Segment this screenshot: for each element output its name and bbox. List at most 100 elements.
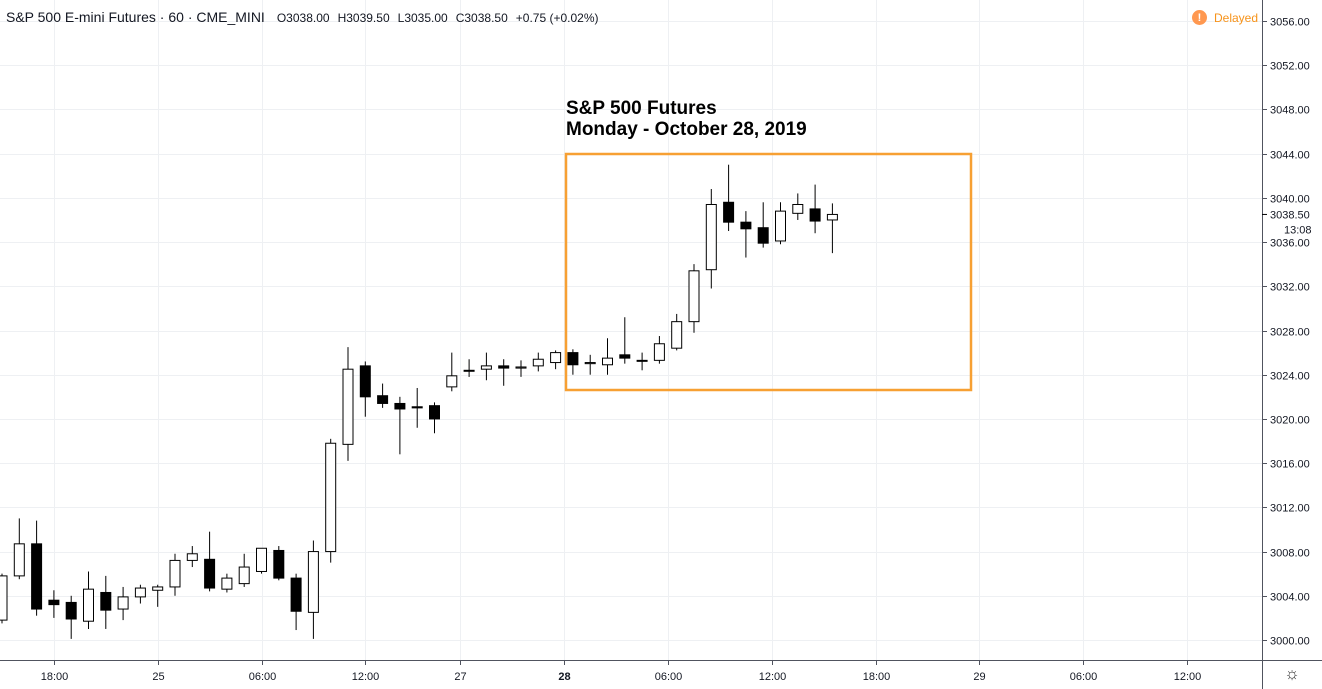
candle [463,359,475,377]
candle-body [705,203,717,271]
candle-body [0,575,8,621]
candle [152,584,164,607]
candle-body [515,366,527,369]
open-value: O3038.00 [276,11,330,25]
candle [653,336,665,364]
candle [757,202,769,248]
candle [134,584,146,604]
x-tick-label: 25 [152,671,164,683]
candlestick-series [0,164,838,639]
annotation-line-1: S&P 500 Futures [566,98,717,119]
candle-body [688,270,700,323]
symbol-title: S&P 500 E-mini Futures · 60 · CME_MINI [6,9,265,25]
candle-body [809,208,821,222]
candle-body [480,365,492,370]
candle [515,360,527,377]
current-price-box [1263,206,1322,237]
candle-body [169,559,181,588]
candle [498,359,510,386]
candle-body [584,362,596,365]
bar-countdown-label: 13:08 [1284,224,1312,236]
candle-body [117,596,129,610]
candle-body [48,599,60,606]
y-tick-label: 3052.00 [1270,61,1310,73]
candle [13,518,25,580]
candle-body [342,368,354,445]
delayed-status[interactable]: ! Delayed [1192,10,1258,25]
candle-body [83,588,94,622]
candle-body [602,357,613,366]
chart-header: S&P 500 E-mini Futures · 60 · CME_MINI O… [6,9,599,27]
candle [740,211,752,258]
low-value: L3035.00 [397,11,448,25]
delayed-label: Delayed [1214,10,1259,25]
current-price-marker: 3038.50 13:08 [1262,206,1322,237]
y-tick-label: 3036.00 [1270,238,1310,250]
candle [567,349,579,375]
candle [480,352,492,381]
change-value: +0.75 (+0.02%) [515,11,599,25]
candle-body [290,577,302,612]
candle-body [532,358,544,367]
candle [705,189,717,289]
candle [221,573,233,593]
candle-body [134,587,146,598]
candle-body [325,442,337,553]
candle [394,396,406,455]
x-tick-label: 06:00 [655,671,683,683]
candle [826,203,838,254]
candle-body [256,547,267,572]
candle-body [550,352,562,364]
y-tick-label: 3016.00 [1270,459,1310,471]
x-tick-label: 06:00 [1070,671,1098,683]
candle-body [619,354,631,359]
y-tick-label: 3056.00 [1270,17,1310,29]
candle [0,573,8,624]
candle-body [636,359,648,362]
candle [792,193,804,220]
candle [446,352,458,392]
candle-body [273,549,285,579]
candle-body [221,577,233,590]
x-tick-label: 28 [558,671,570,683]
candle [31,520,43,616]
candle-body [792,203,804,214]
candle [619,317,631,364]
y-tick-label: 3048.00 [1270,105,1310,117]
candle [238,553,250,587]
candle [48,590,60,618]
candle-body [204,558,216,589]
y-tick-label: 3040.00 [1270,194,1310,206]
chart-grid [0,0,1262,660]
x-tick-label: 12:00 [759,671,787,683]
candle-body [671,321,683,349]
candle [65,595,77,639]
y-tick-label: 3024.00 [1270,371,1310,383]
candle-body [100,591,112,611]
annotation-box [564,152,973,392]
candle [377,383,389,408]
candle [723,164,735,232]
candle [550,350,562,370]
y-tick-label: 3012.00 [1270,503,1310,515]
gear-icon[interactable]: ☼ [1284,664,1300,683]
candle [636,352,648,371]
candle-body [359,365,371,398]
exclamation-icon: ! [1192,10,1207,25]
chart-annotation[interactable]: S&P 500 Futures Monday - October 28, 201… [566,98,807,140]
candle-body [498,365,510,369]
high-value: H3039.50 [337,11,390,25]
candle [169,553,181,596]
candle-body [723,201,735,223]
annotation-line-2: Monday - October 28, 2019 [566,119,807,140]
close-value: C3038.50 [455,11,508,25]
y-tick-label: 3028.00 [1270,327,1310,339]
candle-body [307,551,319,613]
candle [584,354,596,375]
candle [83,571,94,629]
candle [775,202,786,245]
candle-body [826,213,838,221]
candle-body [740,221,752,230]
